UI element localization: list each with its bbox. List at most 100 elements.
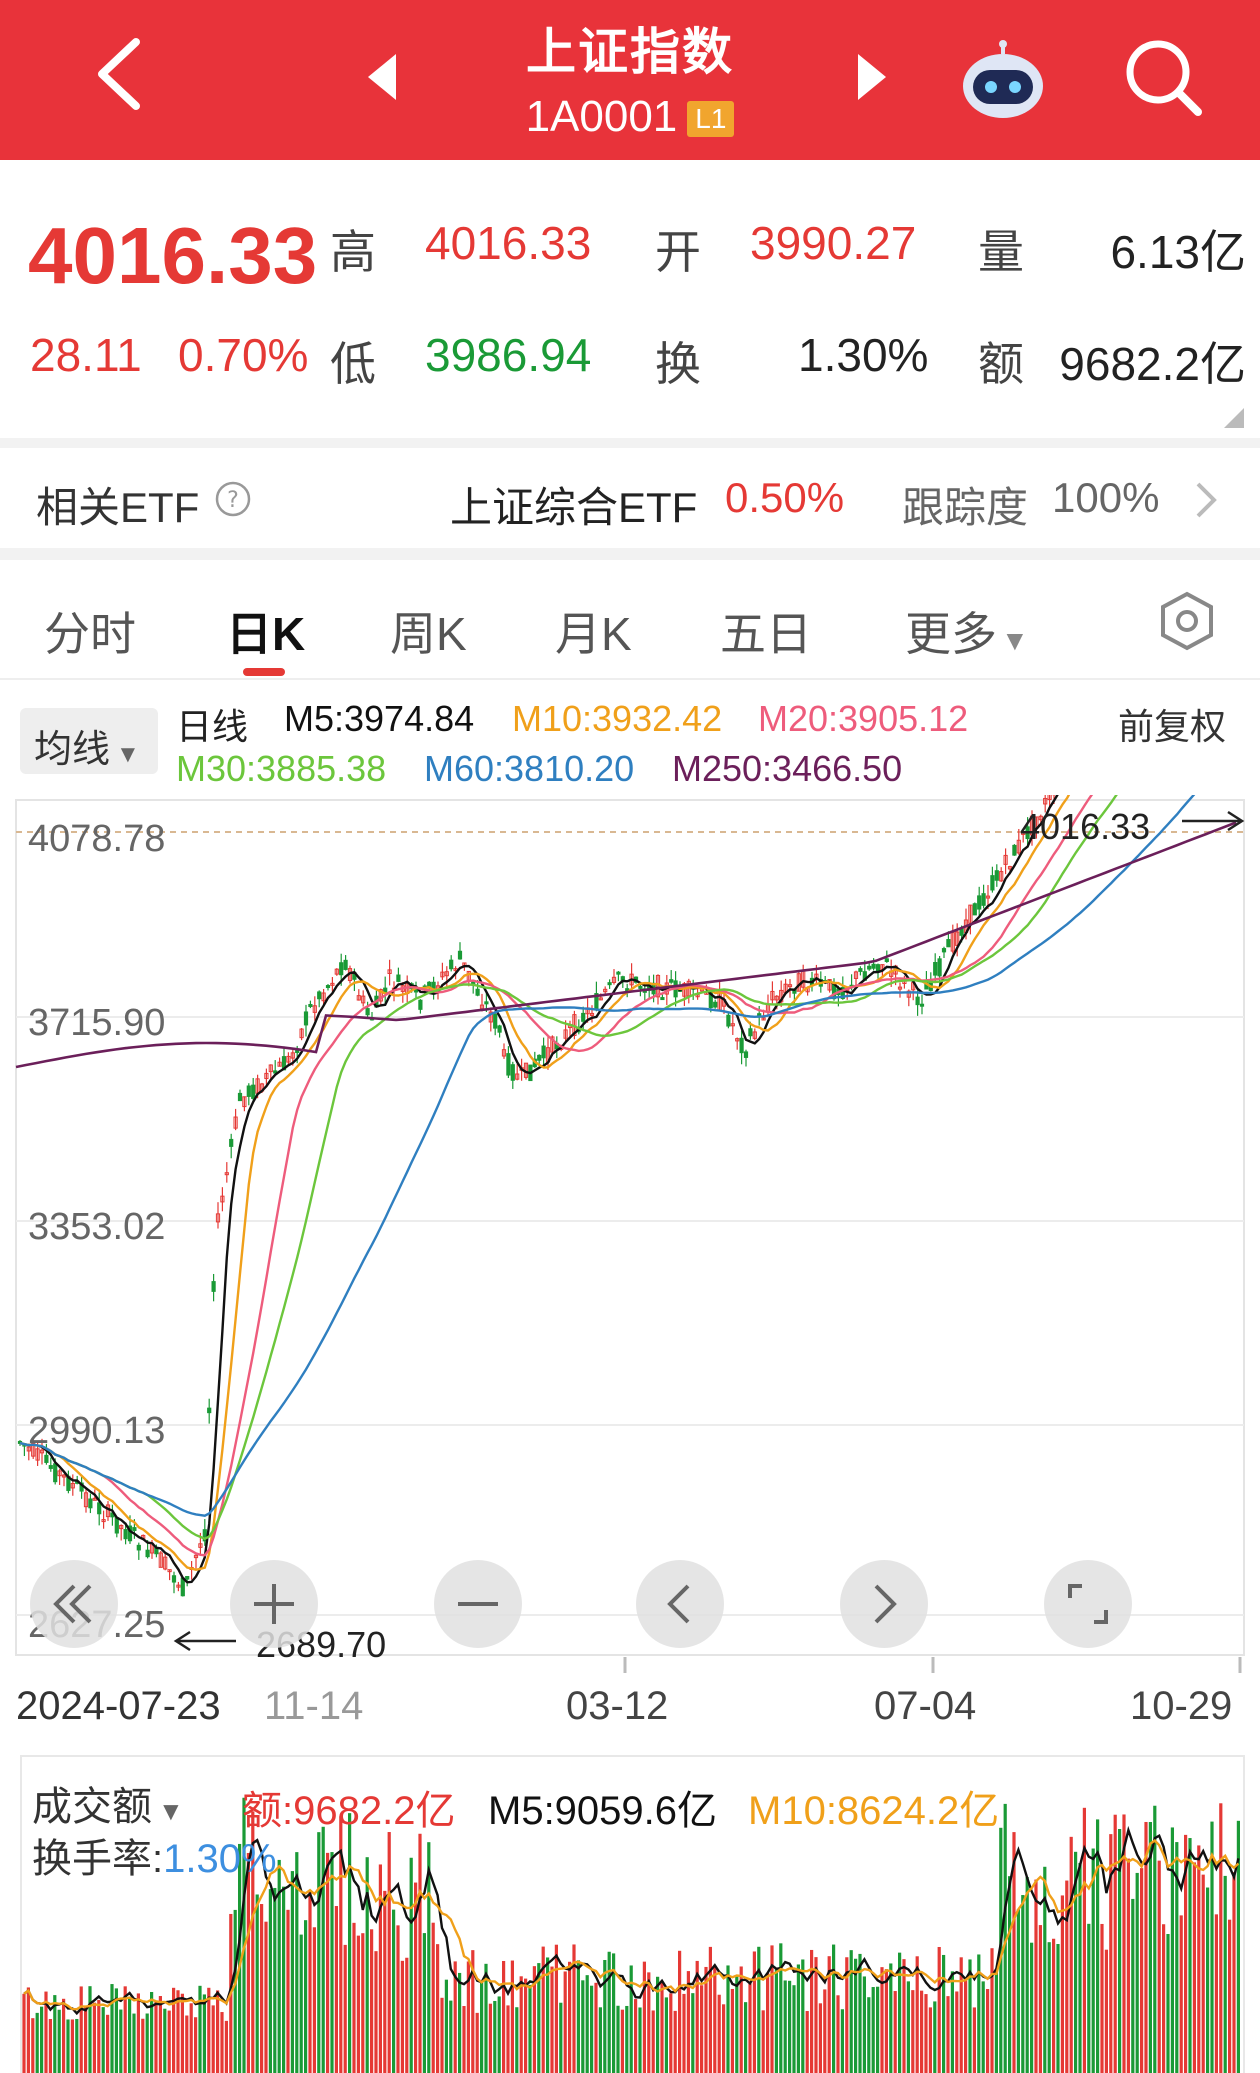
volume-bar — [810, 1949, 814, 2073]
candle-body — [748, 1028, 753, 1037]
volume-bar — [493, 2000, 497, 2073]
volume-bar — [48, 2018, 52, 2073]
volume-bar — [1192, 1862, 1196, 2073]
volume-bar — [994, 1969, 998, 2073]
search-icon[interactable] — [1118, 32, 1208, 122]
volume-bar — [968, 1959, 972, 2073]
candle-body — [44, 1454, 49, 1463]
volume-bar — [62, 1998, 66, 2073]
robot-assistant-icon[interactable] — [955, 40, 1051, 124]
volume-bar — [290, 1871, 294, 2073]
open-value: 3990.27 — [750, 217, 917, 269]
tab-five-day[interactable]: 五日 — [720, 608, 812, 660]
fast-back-button[interactable] — [30, 1560, 118, 1648]
volume-bar — [862, 1976, 866, 2073]
volume-bar — [400, 1960, 404, 2073]
candle-body — [387, 969, 392, 974]
divider — [0, 438, 1260, 448]
tab-more[interactable]: 更多 ▼ — [905, 598, 1029, 664]
dropdown-caret-icon: ▼ — [1001, 625, 1029, 656]
ma30-value: M30:3885.38 — [176, 748, 387, 789]
volume-bar — [339, 1816, 343, 2073]
volume-bar — [484, 1963, 488, 2073]
candle-body — [752, 1031, 757, 1039]
candle-body — [1043, 797, 1048, 805]
candle-body — [268, 1064, 273, 1073]
volume-bar — [1021, 1895, 1025, 2073]
volume-bar — [312, 1927, 316, 2073]
volume-bar — [308, 1890, 312, 2073]
volume-bar — [761, 2010, 765, 2073]
volume-bar — [581, 1980, 585, 2073]
volume-bar — [550, 1966, 554, 2073]
tab-weekly-k[interactable]: 周K — [390, 608, 467, 660]
step-right-button[interactable] — [840, 1560, 928, 1648]
candle-body — [70, 1483, 75, 1489]
volume-bar — [977, 1954, 981, 2073]
ma-selector[interactable]: 均线 ▼ — [20, 708, 158, 774]
related-etf-row[interactable]: 相关ETF ? 上证综合ETF 0.50% 跟踪度 100% — [0, 448, 1260, 548]
volume-bar — [629, 1965, 633, 2073]
volume-bar — [150, 1991, 154, 2073]
volume-bar — [678, 1950, 682, 2073]
candle-body — [739, 1037, 744, 1054]
candle-body — [220, 1195, 225, 1203]
candle-body — [919, 1003, 925, 1007]
tab-daily-k[interactable]: 日K — [226, 608, 306, 660]
settings-hexagon-icon[interactable] — [1156, 590, 1218, 652]
kline-chart[interactable] — [0, 795, 1260, 1675]
volume-bar — [198, 1985, 202, 2073]
turnover-rate-value: 1.30% — [163, 1837, 277, 1881]
tab-intraday[interactable]: 分时 — [44, 608, 136, 660]
candle-body — [598, 997, 603, 1001]
candle-body — [444, 971, 449, 977]
volume-bar — [242, 1797, 246, 2073]
volume-bar — [506, 2005, 510, 2073]
candle-body — [493, 1013, 498, 1029]
candle-body — [325, 985, 331, 989]
zoom-out-button[interactable] — [434, 1560, 522, 1648]
volume-bar — [722, 2004, 726, 2073]
volume-bar — [35, 2012, 39, 2073]
volume-chart[interactable] — [0, 1752, 1260, 2073]
candle-body — [57, 1470, 62, 1477]
volume-bar — [537, 1963, 541, 2073]
price-change-pct: 0.70% — [178, 329, 309, 381]
candle-body — [611, 976, 617, 983]
volume-bar — [128, 1996, 132, 2073]
step-left-button[interactable] — [636, 1560, 724, 1648]
help-icon[interactable]: ? — [214, 480, 252, 518]
previous-stock-icon[interactable] — [362, 48, 402, 106]
volume-bar — [585, 1975, 589, 2073]
candle-body — [990, 875, 995, 891]
volume-bar — [1197, 1845, 1201, 2073]
volume-bar — [194, 2017, 198, 2073]
volume-selector[interactable]: 成交额 ▼ — [32, 1774, 184, 1832]
candle-body — [26, 1446, 31, 1452]
volume-bar — [383, 1890, 387, 2073]
volume-bar — [163, 2008, 167, 2073]
volume-panel — [20, 1755, 1245, 2073]
fullscreen-icon — [1068, 1584, 1108, 1624]
volume-bar — [1008, 1876, 1012, 2073]
candle-body — [858, 968, 863, 972]
adjust-mode[interactable]: 前复权 — [1118, 706, 1227, 747]
volume-bar — [528, 1984, 532, 2073]
fullscreen-button[interactable] — [1044, 1560, 1132, 1648]
expand-corner-icon[interactable] — [1224, 408, 1244, 428]
top-bar: 上证指数 1A0001 L1 — [0, 0, 1260, 160]
y-label: 3715.90 — [28, 1002, 166, 1044]
candle-body — [418, 999, 423, 1010]
zoom-in-button[interactable] — [230, 1560, 318, 1648]
back-arrow-icon[interactable] — [80, 22, 170, 122]
volume-bar — [770, 1945, 774, 2073]
volume-bar — [532, 1966, 536, 2073]
next-stock-icon[interactable] — [852, 48, 892, 106]
tab-monthly-k[interactable]: 月K — [555, 608, 632, 660]
volume-bar — [590, 1985, 594, 2073]
candle-body — [396, 974, 401, 982]
volume-bar — [299, 1934, 303, 2073]
volume-bar — [97, 1999, 101, 2073]
volume-bar — [348, 1813, 352, 2073]
candle-body — [145, 1549, 150, 1558]
